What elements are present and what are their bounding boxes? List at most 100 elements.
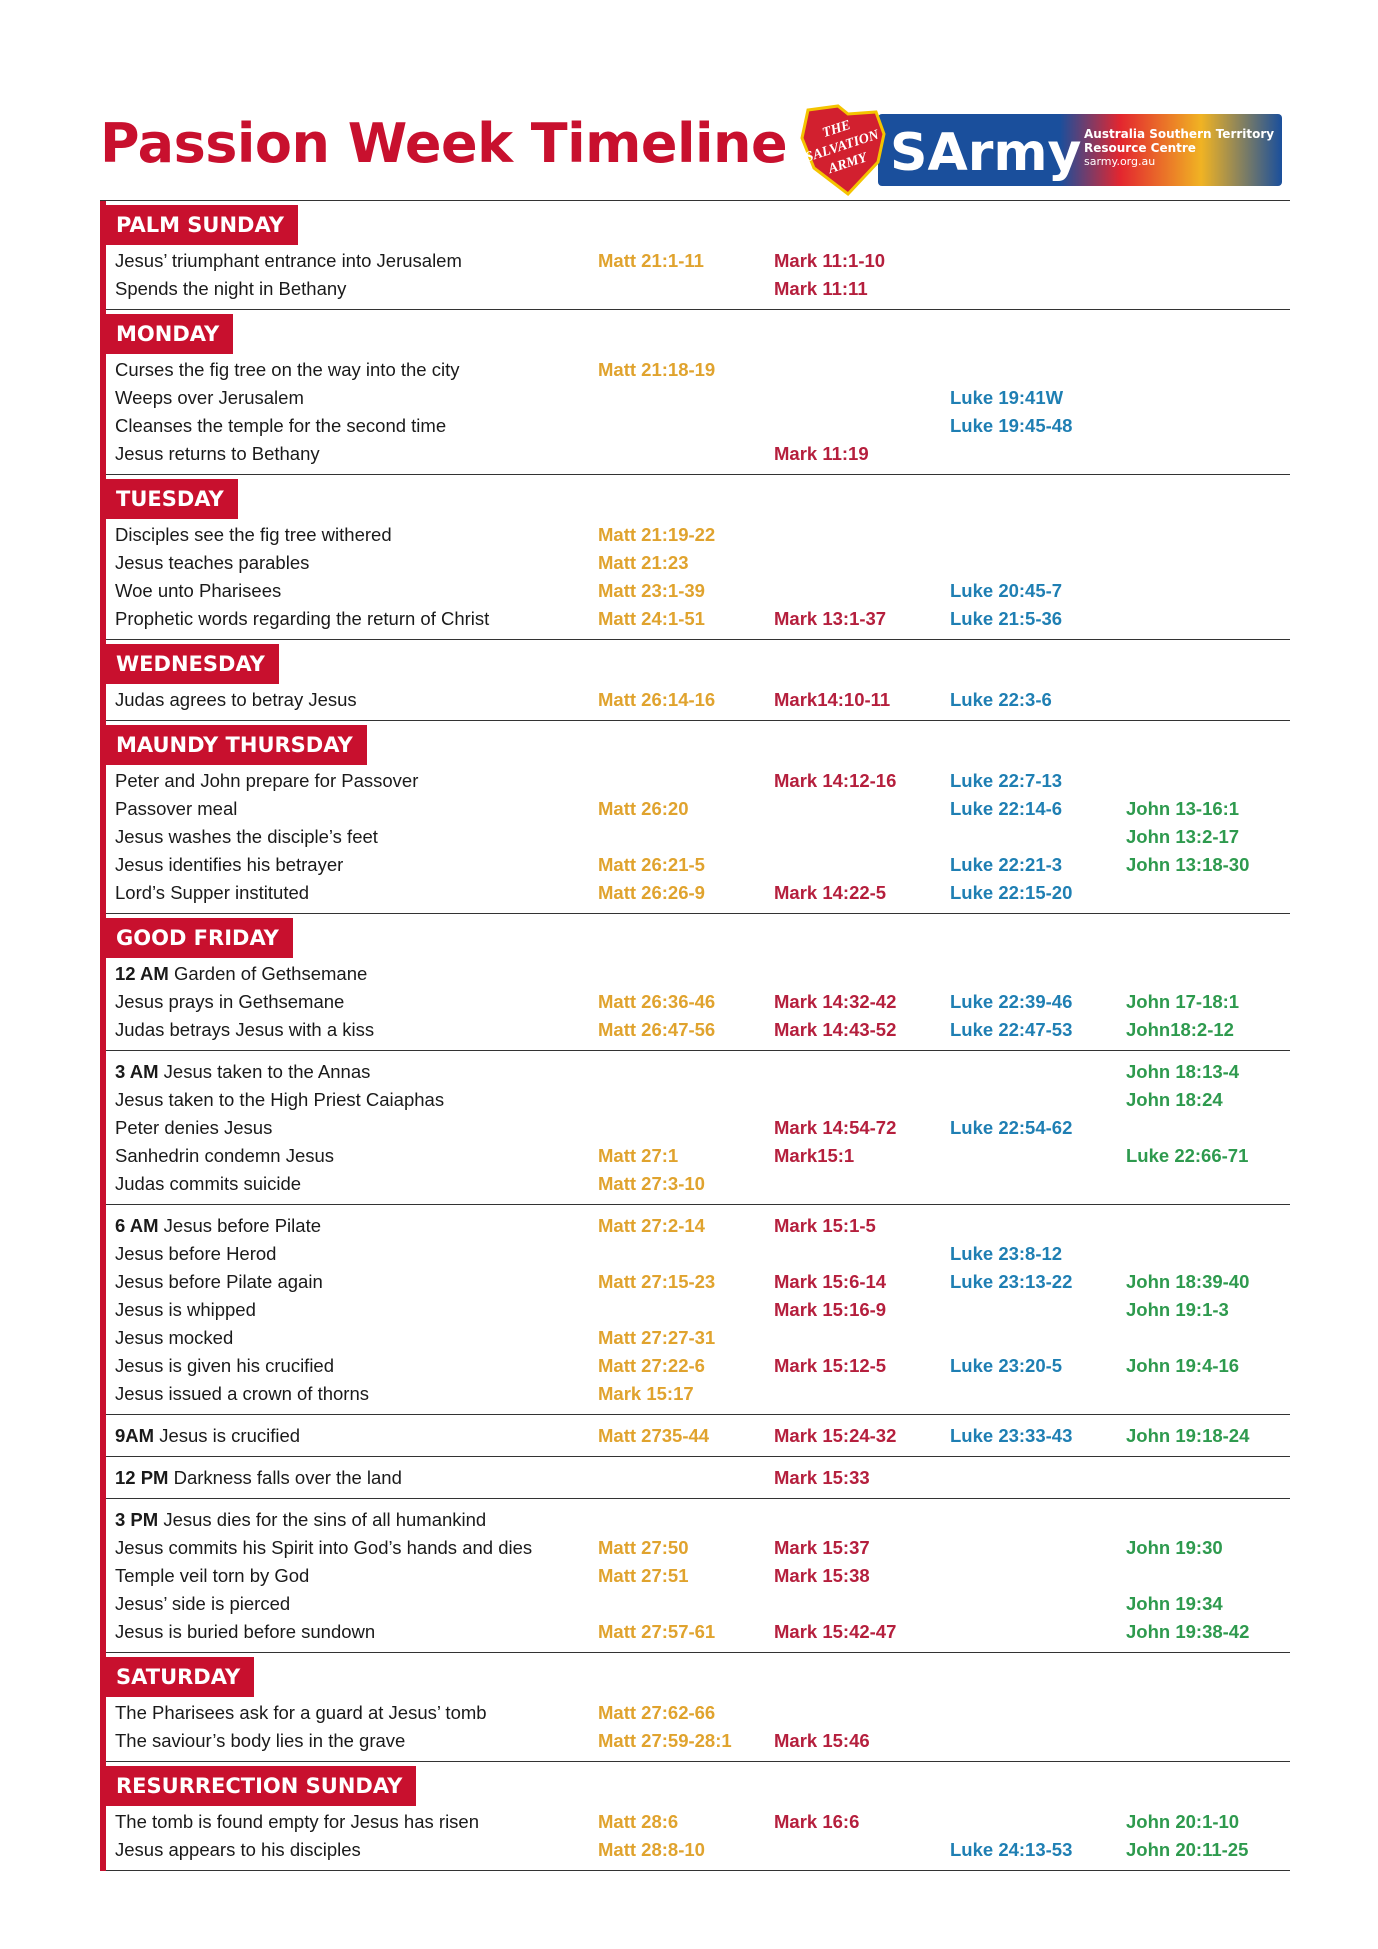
scripture-ref: Mark 15:24-32 bbox=[774, 1425, 897, 1446]
scripture-ref: Luke 22:3-6 bbox=[950, 689, 1052, 710]
event: Jesus is whipped bbox=[115, 1296, 256, 1324]
event-row: Woe unto Pharisees Matt 23:1-39 Luke 20:45… bbox=[106, 577, 1290, 605]
event: Prophetic words regarding the return of … bbox=[115, 605, 489, 633]
event-text: Jesus’ triumphant entrance into Jerusale… bbox=[115, 250, 462, 271]
scripture-ref: Matt 27:15-23 bbox=[598, 1271, 716, 1292]
scripture-ref: John 19:18-24 bbox=[1126, 1425, 1250, 1446]
event-row: Jesus taken to the High Priest Caiaphas J… bbox=[106, 1086, 1290, 1114]
scripture-ref: Matt 26:20 bbox=[598, 798, 689, 819]
scripture-ref: Matt 27:59-28:1 bbox=[598, 1730, 732, 1751]
row-group: The tomb is found empty for Jesus has ri… bbox=[106, 1806, 1290, 1871]
section-heading: MONDAY bbox=[106, 314, 234, 354]
scripture-ref: Mark14:10-11 bbox=[774, 689, 891, 710]
event: Jesus issued a crown of thorns bbox=[115, 1380, 369, 1408]
event-row: Jesus appears to his disciples Matt 28:8-… bbox=[106, 1836, 1290, 1864]
row-group: 12 AM Garden of Gethsemane Jesus prays in… bbox=[106, 958, 1290, 1051]
event-row: Disciples see the fig tree withered Matt … bbox=[106, 521, 1290, 549]
row-group: 9AM Jesus is crucified Matt 2735-44 Mark 1… bbox=[106, 1415, 1290, 1457]
event: The Pharisees ask for a guard at Jesus’ … bbox=[115, 1699, 487, 1727]
event: Spends the night in Bethany bbox=[115, 275, 346, 303]
event-row: Peter and John prepare for Passover Mark … bbox=[106, 767, 1290, 795]
event-text: Peter and John prepare for Passover bbox=[115, 770, 419, 791]
event-text: The Pharisees ask for a guard at Jesus’ … bbox=[115, 1702, 487, 1723]
event-time: 9AM bbox=[115, 1425, 155, 1446]
event-text: Woe unto Pharisees bbox=[115, 580, 282, 601]
scripture-ref: Matt 21:18-19 bbox=[598, 359, 716, 380]
section-heading: GOOD FRIDAY bbox=[106, 918, 293, 958]
scripture-ref: Mark 11:1-10 bbox=[774, 250, 886, 271]
event-row: Jesus returns to Bethany Mark 11:19 bbox=[106, 440, 1290, 468]
event: Judas agrees to betray Jesus bbox=[115, 686, 357, 714]
scripture-ref: John 19:38-42 bbox=[1126, 1621, 1250, 1642]
scripture-ref: Luke 22:21-3 bbox=[950, 854, 1063, 875]
event-row: The Pharisees ask for a guard at Jesus’ … bbox=[106, 1699, 1290, 1727]
event: 12 PM Darkness falls over the land bbox=[115, 1464, 402, 1492]
event: Disciples see the fig tree withered bbox=[115, 521, 392, 549]
section: PALM SUNDAY Jesus’ triumphant entrance in… bbox=[100, 201, 1290, 310]
scripture-ref: Mark 16:6 bbox=[774, 1811, 860, 1832]
event-time: 6 AM bbox=[115, 1215, 159, 1236]
event-text: Jesus is whipped bbox=[115, 1299, 256, 1320]
event-text: Jesus dies for the sins of all humankind bbox=[163, 1509, 487, 1530]
event: Judas betrays Jesus with a kiss bbox=[115, 1016, 374, 1044]
scripture-ref: Luke 24:13-53 bbox=[950, 1839, 1073, 1860]
logo-brand: SArmy bbox=[890, 123, 1081, 183]
event: Jesus is buried before sundown bbox=[115, 1618, 375, 1646]
scripture-ref: Mark 14:54-72 bbox=[774, 1117, 897, 1138]
scripture-ref: John 19:4-16 bbox=[1126, 1355, 1240, 1376]
event: Woe unto Pharisees bbox=[115, 577, 281, 605]
section-heading-row: SATURDAY bbox=[106, 1653, 1290, 1697]
scripture-ref: Matt 27:50 bbox=[598, 1537, 689, 1558]
event-text: The saviour’s body lies in the grave bbox=[115, 1730, 406, 1751]
event-row: The tomb is found empty for Jesus has ri… bbox=[106, 1808, 1290, 1836]
event-row: 9AM Jesus is crucified Matt 2735-44 Mark 1… bbox=[106, 1422, 1290, 1450]
logo-line: Resource Centre bbox=[1084, 141, 1196, 155]
section-heading-row: MAUNDY THURSDAY bbox=[106, 721, 1290, 765]
section-heading-row: MONDAY bbox=[106, 310, 1290, 354]
event-text: Disciples see the fig tree withered bbox=[115, 524, 392, 545]
event-text: Jesus prays in Gethsemane bbox=[115, 991, 345, 1012]
scripture-ref: John 13:2-17 bbox=[1126, 826, 1240, 847]
scripture-ref: Mark 15:6-14 bbox=[774, 1271, 887, 1292]
scripture-ref: Luke 19:45-48 bbox=[950, 415, 1073, 436]
scripture-ref: Matt 27:2-14 bbox=[598, 1215, 705, 1236]
event-row: Temple veil torn by God Matt 27:51 Mark 15… bbox=[106, 1562, 1290, 1590]
scripture-ref: Mark 11:11 bbox=[774, 278, 868, 299]
scripture-ref: Luke 22:66-71 bbox=[1126, 1145, 1249, 1166]
event-row: Jesus teaches parables Matt 21:23 bbox=[106, 549, 1290, 577]
event-text: Jesus taken to the High Priest Caiaphas bbox=[115, 1089, 445, 1110]
section-heading-row: GOOD FRIDAY bbox=[106, 914, 1290, 958]
row-group: 3 AM Jesus taken to the Annas John 18:13-… bbox=[106, 1051, 1290, 1205]
scripture-ref: John18:2-12 bbox=[1126, 1019, 1234, 1040]
event-row: Weeps over Jerusalem Luke 19:41W bbox=[106, 384, 1290, 412]
logo-line: Australia Southern Territory bbox=[1084, 127, 1274, 141]
event-row: Sanhedrin condemn Jesus Matt 27:1 Mark15:1… bbox=[106, 1142, 1290, 1170]
scripture-ref: John 20:1-10 bbox=[1126, 1811, 1240, 1832]
event-text: The tomb is found empty for Jesus has ri… bbox=[115, 1811, 480, 1832]
scripture-ref: John 18:13-4 bbox=[1126, 1061, 1240, 1082]
scripture-ref: Matt 28:6 bbox=[598, 1811, 679, 1832]
event-text: Cleanses the temple for the second time bbox=[115, 415, 447, 436]
scripture-ref: Mark 14:12-16 bbox=[774, 770, 897, 791]
section-heading: WEDNESDAY bbox=[106, 644, 279, 684]
event-text: Jesus taken to the Annas bbox=[163, 1061, 371, 1082]
event: Weeps over Jerusalem bbox=[115, 384, 304, 412]
event-row: Curses the fig tree on the way into the … bbox=[106, 356, 1290, 384]
scripture-ref: Matt 27:57-61 bbox=[598, 1621, 716, 1642]
event-text: Jesus before Pilate again bbox=[115, 1271, 323, 1292]
scripture-ref: Matt 26:14-16 bbox=[598, 689, 716, 710]
event: Temple veil torn by God bbox=[115, 1562, 309, 1590]
event-time: 12 AM bbox=[115, 963, 169, 984]
scripture-ref: Matt 21:23 bbox=[598, 552, 689, 573]
scripture-ref: Mark 14:22-5 bbox=[774, 882, 887, 903]
scripture-ref: Mark 15:17 bbox=[598, 1383, 694, 1404]
scripture-ref: Matt 23:1-39 bbox=[598, 580, 705, 601]
scripture-ref: Matt 27:22-6 bbox=[598, 1355, 705, 1376]
scripture-ref: Luke 22:15-20 bbox=[950, 882, 1073, 903]
event-text: Sanhedrin condemn Jesus bbox=[115, 1145, 335, 1166]
scripture-ref: Luke 22:39-46 bbox=[950, 991, 1073, 1012]
event-text: Passover meal bbox=[115, 798, 238, 819]
scripture-ref: Luke 22:14-6 bbox=[950, 798, 1063, 819]
logo-shield bbox=[800, 104, 886, 197]
event-text: Jesus returns to Bethany bbox=[115, 443, 320, 464]
